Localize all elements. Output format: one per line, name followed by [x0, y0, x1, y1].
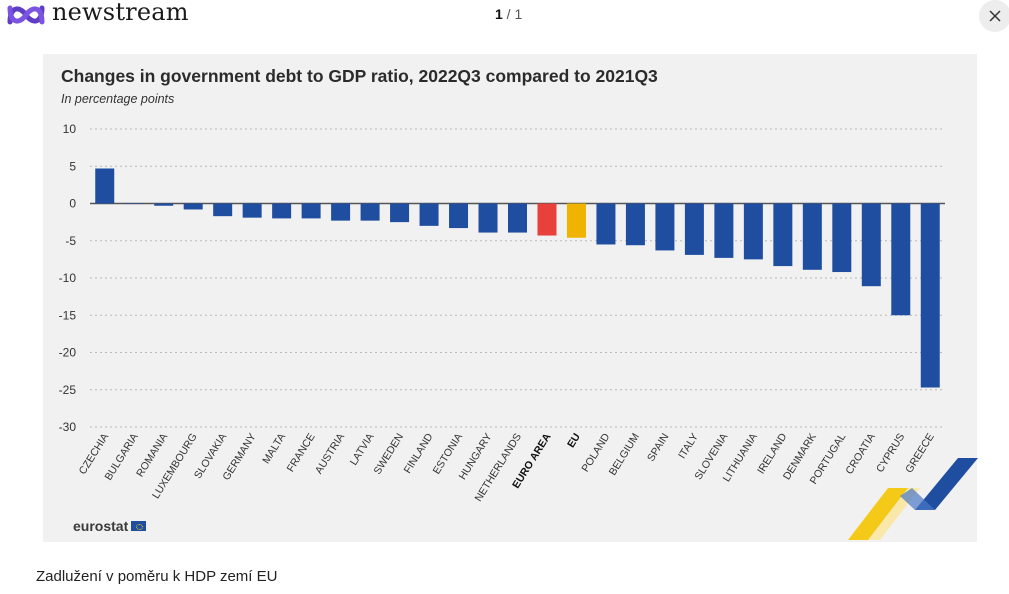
- y-tick-label: -30: [59, 420, 77, 434]
- x-tick-label: SPAIN: [645, 431, 671, 463]
- counter-total: 1: [514, 6, 523, 22]
- bar-slovakia: [213, 203, 233, 217]
- bar-slovenia: [714, 203, 734, 258]
- close-icon: [989, 10, 1001, 22]
- y-tick-label: -25: [59, 383, 77, 397]
- bar-italy: [684, 203, 704, 255]
- x-tick-label: GREECE: [903, 431, 937, 475]
- x-tick-label: CROATIA: [843, 431, 878, 476]
- close-button[interactable]: [979, 0, 1009, 32]
- bar-hungary: [478, 203, 498, 233]
- top-bar: newstream 1 / 1: [0, 0, 1009, 32]
- x-tick-label: EU: [565, 431, 583, 450]
- bar-estonia: [449, 203, 469, 229]
- bar-cyprus: [891, 203, 911, 316]
- newstream-logo-icon[interactable]: [6, 0, 46, 30]
- y-tick-label: -20: [59, 346, 77, 360]
- bar-malta: [272, 203, 292, 219]
- bar-netherlands: [508, 203, 527, 233]
- x-tick-label: AUSTRIA: [313, 431, 347, 476]
- x-tick-label: POLAND: [579, 431, 612, 474]
- bar-greece: [920, 203, 940, 388]
- decorative-chevrons: [848, 458, 978, 540]
- y-tick-label: -5: [65, 234, 76, 248]
- chart-card: [43, 54, 977, 542]
- eu-flag-icon: [131, 521, 147, 531]
- x-tick-label: FRANCE: [285, 431, 318, 474]
- bar-belgium: [625, 203, 645, 246]
- counter-separator: /: [502, 6, 515, 22]
- bar-bulgaria: [124, 203, 144, 204]
- chart-title: Changes in government debt to GDP ratio,…: [61, 66, 658, 86]
- bar-croatia: [861, 203, 881, 287]
- image-counter: 1 / 1: [495, 6, 522, 22]
- bar-finland: [419, 203, 439, 226]
- bar-romania: [154, 203, 174, 206]
- bar-eu: [566, 203, 586, 238]
- bar-czechia: [95, 168, 115, 204]
- bar-luxembourg: [183, 203, 203, 210]
- counter-current: 1: [495, 6, 503, 22]
- y-tick-label: 5: [69, 159, 76, 173]
- bar-spain: [655, 203, 675, 251]
- chart-subtitle: In percentage points: [61, 92, 175, 106]
- x-tick-label: LATVIA: [348, 431, 377, 467]
- bar-lithuania: [743, 203, 763, 260]
- bar-latvia: [360, 203, 380, 221]
- y-tick-label: -15: [59, 308, 77, 322]
- bar-poland: [596, 203, 616, 245]
- bar-portugal: [832, 203, 852, 273]
- source-text: eurostat: [73, 518, 129, 534]
- bar-austria: [331, 203, 351, 221]
- x-tick-label: MALTA: [260, 431, 288, 466]
- y-tick-label: 10: [63, 122, 77, 136]
- x-tick-label: ITALY: [676, 431, 701, 461]
- y-tick-label: 0: [69, 197, 76, 211]
- bar-sweden: [390, 203, 410, 223]
- bar-euro-area: [537, 203, 557, 236]
- bar-france: [301, 203, 321, 219]
- x-tick-label: CYPRUS: [874, 431, 907, 474]
- bar-germany: [242, 203, 262, 218]
- brand-name[interactable]: newstream: [52, 0, 189, 26]
- bar-denmark: [802, 203, 822, 270]
- y-tick-label: -10: [59, 271, 77, 285]
- image-caption: Zadlužení v poměru k HDP zemí EU: [36, 568, 278, 585]
- bar-ireland: [773, 203, 793, 267]
- source-label: eurostat: [73, 518, 147, 534]
